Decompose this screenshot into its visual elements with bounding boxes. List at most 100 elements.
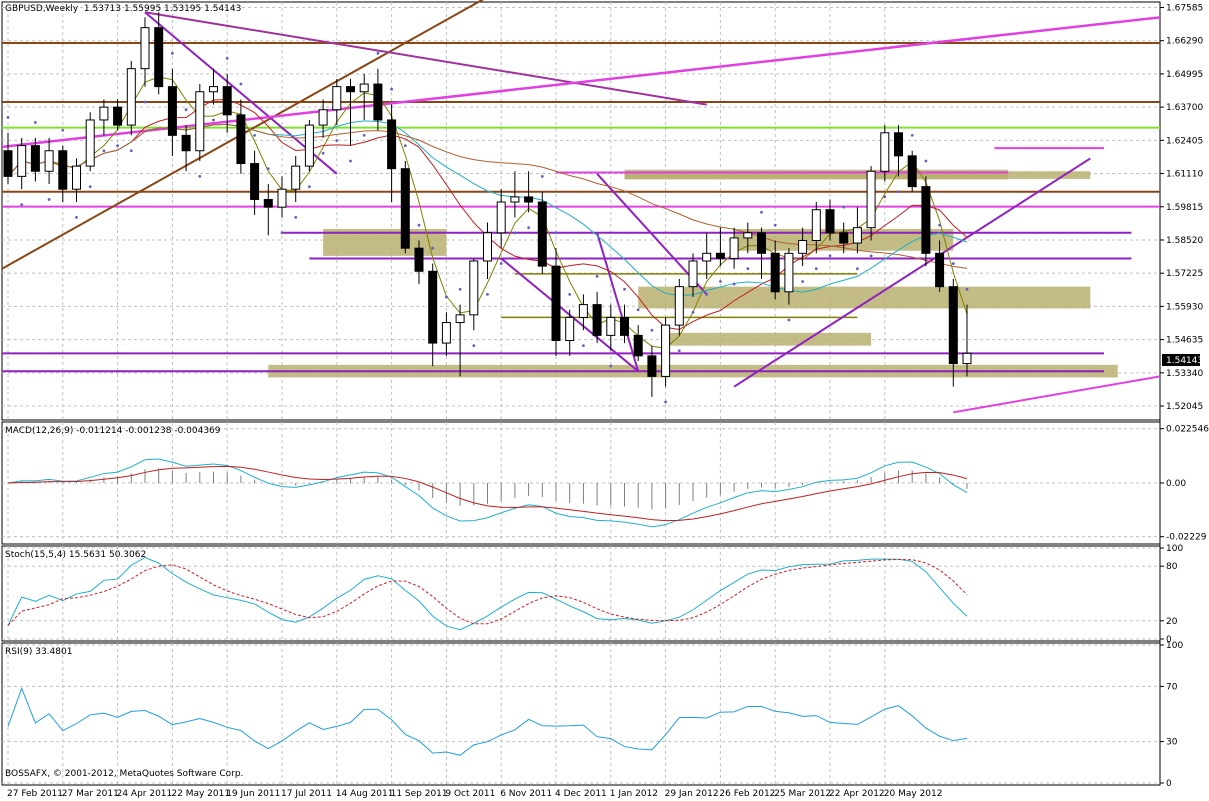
indicator-tick-label: 30 [1166,738,1178,748]
parabolic-sar-dots [6,51,969,404]
sar-dot [212,118,215,122]
candle-body [524,196,534,203]
symbol-label: GBPUSD,Weekly [5,4,79,14]
x-tick-label: 14 Aug 2011 [336,789,394,799]
sar-dot [102,149,106,153]
main-price-panel[interactable] [1,1,1161,421]
rsi-line [7,687,968,756]
sar-dot [417,223,421,227]
sar-dot [129,149,133,153]
sar-dot [198,174,202,178]
indicator-tick-label: 0.022546 [1166,425,1209,435]
indicator-tick-label: 100 [1166,544,1183,554]
sar-dot [6,115,10,119]
sar-dot [458,287,462,291]
current-price-box [1162,354,1200,366]
stoch-main-line [7,556,968,631]
sar-dot [472,344,476,348]
sar-dot [184,108,188,112]
x-tick-label: 17 Jul 2011 [281,789,332,799]
sar-dot [376,51,380,55]
sar-dot [116,144,119,148]
sar-dot [582,344,585,348]
candle-body [866,170,876,229]
candle-body [688,260,698,288]
candle-body [592,304,602,336]
candle-body [907,155,917,188]
sar-dot [814,267,818,271]
candle-body [167,86,177,136]
candle-body [894,132,903,157]
x-tick-label: 27 Feb 2011 [7,789,63,799]
trend-line [144,11,338,175]
sar-dot [869,254,873,258]
rsi-panel[interactable] [1,642,1161,786]
sar-dot [801,280,804,283]
sar-dot [499,262,503,265]
macd-plot [7,458,968,528]
candle-body [99,106,109,121]
rsi-plot [7,687,968,756]
sar-dot [897,190,900,194]
indicator-tick-label: 20 [1166,617,1178,627]
candle-body [400,168,410,249]
candle-body [921,186,931,254]
sar-dot [705,292,709,296]
sar-dot [924,159,928,163]
trend-line [596,232,640,372]
candle-body [962,352,972,365]
candle-body [441,322,451,344]
candle-body [263,198,273,208]
indicator-tick-label: 0.00 [1166,479,1186,489]
sar-dot [540,174,544,178]
candle-body [674,286,684,326]
zone-rect [665,332,872,346]
sar-dot [88,185,92,189]
x-tick-label: 20 May 2012 [884,789,943,799]
sar-dot [856,267,859,271]
candle-body [30,145,40,172]
sar-dot [664,400,667,404]
candle-body [565,316,575,342]
candle-body [428,270,438,344]
sar-dot [746,267,750,271]
candle-body [743,232,753,239]
candle-body [551,265,561,342]
candle-body [209,86,218,93]
zone-rect [624,169,1009,180]
sar-dot [239,82,243,86]
candle-body [113,106,123,126]
sar-dot [321,151,325,155]
candle-body [647,355,657,377]
sar-dot [773,223,777,227]
sar-dot [719,280,722,283]
stoch-panel[interactable] [1,545,1161,642]
sar-dot [568,292,572,296]
price-tick-label: 1.54635 [1166,336,1203,346]
candle-body [236,114,246,165]
price-tick-label: 1.53340 [1166,369,1203,379]
candle-body [578,304,588,318]
sar-dot [691,310,695,314]
candle-body [140,27,150,70]
price-axis: 1.67585 1.66290 1.64995 1.63700 1.62405 1.611… [1160,4,1209,789]
sar-dot [253,133,256,137]
moving-average-line [7,76,968,349]
price-tick-label: 1.59815 [1166,203,1203,213]
candle-body [935,252,945,288]
candle-body [798,239,808,254]
price-tick-label: 1.62405 [1166,136,1203,146]
candle-body [17,145,27,177]
current-price-label: 1.54143 [1166,356,1203,366]
candle-body [825,209,835,234]
candle-body [757,232,766,254]
candle-body [58,150,68,190]
stoch-plot [7,556,968,631]
sar-dot [486,292,489,296]
candle-body [880,132,890,172]
sar-dot [280,231,284,235]
horizontal-levels [2,42,1160,373]
sar-dot [842,205,846,209]
indicator-tick-label: 70 [1166,682,1178,692]
